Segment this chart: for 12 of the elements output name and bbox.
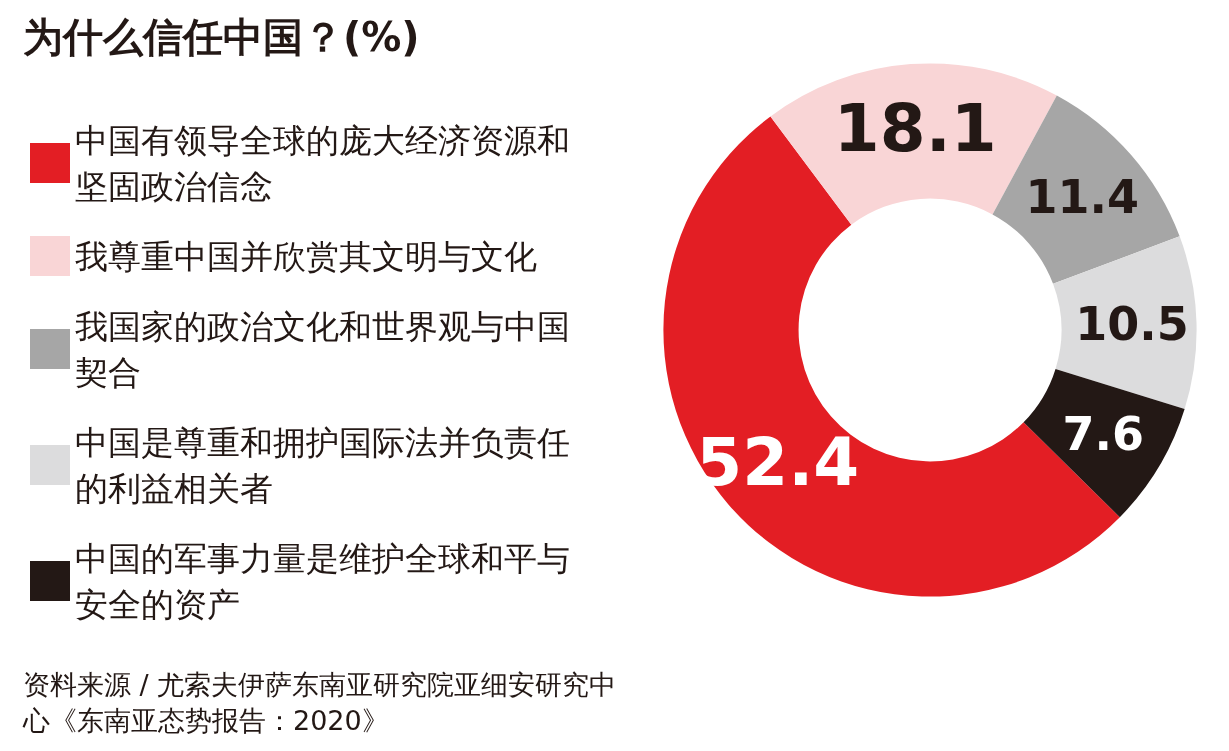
text: 资料来源 / 尤索夫伊萨东南亚研究院亚细安研究中心《东南亚态势报告：2020》 <box>22 668 617 736</box>
legend-label: 中国的军事力量是维护全球和平与安全的资产 <box>75 538 570 624</box>
legend-label: 中国是尊重和拥护国际法并负责任的利益相关者 <box>75 422 570 508</box>
data-label: 7.6 <box>1062 406 1145 461</box>
legend-label: 中国有领导全球的庞大经济资源和坚固政治信念 <box>75 120 570 206</box>
data-label: 10.5 <box>1075 297 1189 352</box>
chart-title: 为什么信任中国？(%) <box>23 14 420 60</box>
data-label: 11.4 <box>1025 170 1140 225</box>
data-label: 18.1 <box>833 90 997 168</box>
legend-label: 我国家的政治文化和世界观与中国契合 <box>75 306 570 392</box>
legend-label: 我尊重中国并欣赏其文明与文化 <box>75 236 537 276</box>
data-label: 52.4 <box>696 424 860 502</box>
